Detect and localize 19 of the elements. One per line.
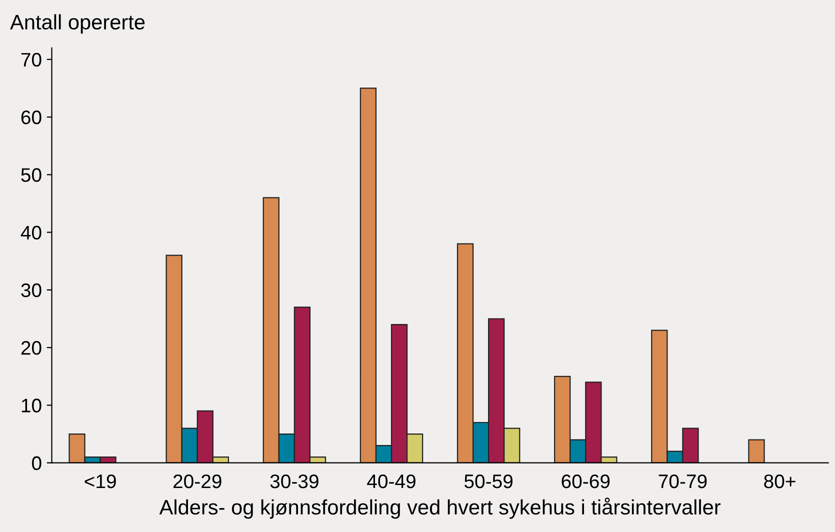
y-tick-label: 10 xyxy=(22,398,42,412)
y-tick-label: 70 xyxy=(21,52,42,67)
x-tick-label: 20-29 xyxy=(173,474,222,488)
y-tick-label: 50 xyxy=(21,168,42,182)
x-tick-label: 80+ xyxy=(764,474,796,488)
y-tick-label: 30 xyxy=(21,283,42,298)
x-tick-label: 30-39 xyxy=(270,474,318,488)
y-tick-label: 20 xyxy=(21,341,42,355)
y-tick-label: 40 xyxy=(20,226,42,240)
x-axis-title: Alders- og kjønnsfordeling ved hvert sykehus i tiårsintervaller xyxy=(159,498,721,519)
x-tick-label: 40-49 xyxy=(367,474,416,488)
x-tick-label: 60-69 xyxy=(562,474,610,488)
bar xyxy=(748,439,765,463)
y-axis-title: Antall opererte xyxy=(10,14,145,34)
x-tick-label: 70-79 xyxy=(658,474,707,488)
y-tick-label: 0 xyxy=(32,456,42,470)
x-tick-label: <19 xyxy=(84,474,116,488)
x-tick-label: 50-59 xyxy=(464,474,513,488)
y-tick-label: 60 xyxy=(21,110,42,124)
